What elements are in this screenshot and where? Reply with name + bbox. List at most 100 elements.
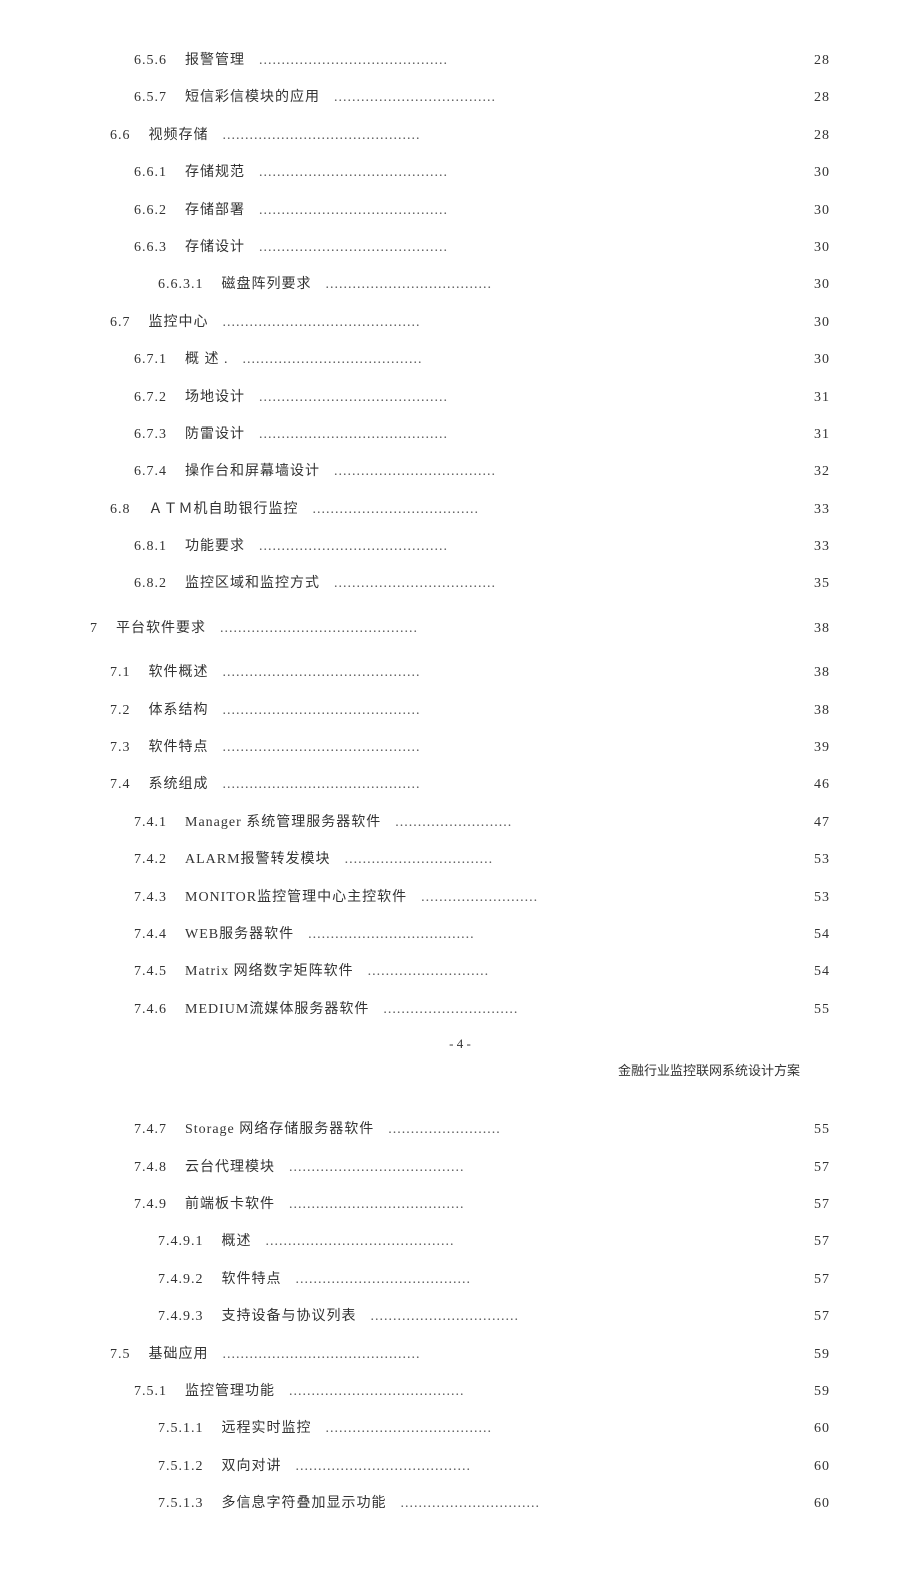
toc-number: 6.6.3.1	[158, 274, 204, 296]
toc-entry: 6.8.1功能要求...............................…	[90, 536, 830, 558]
toc-title: 体系结构	[131, 700, 209, 722]
toc-number: 7.4.7	[134, 1119, 167, 1141]
toc-entry: 7.4.6MEDIUM流媒体服务器软件.....................…	[90, 999, 830, 1021]
toc-title: 视频存储	[131, 125, 209, 147]
toc-number: 6.7.2	[134, 387, 167, 409]
toc-page-number: 31	[800, 424, 830, 446]
toc-leader-dots: ........................................…	[209, 737, 421, 759]
toc-number: 6.8.1	[134, 536, 167, 558]
toc-block: 6.5.6报警管理...............................…	[90, 50, 830, 1021]
toc-title: 操作台和屏幕墙设计	[167, 461, 320, 483]
toc-leader-dots: ........................................…	[245, 162, 448, 184]
toc-entry: 7.4.9前端板卡软件.............................…	[90, 1194, 830, 1216]
toc-number: 7.2	[110, 700, 131, 722]
toc-title: ＡＴＭ机自助银行监控	[131, 499, 299, 521]
toc-entry: 7.4.9.1概述...............................…	[90, 1231, 830, 1253]
toc-page-number: 30	[800, 237, 830, 259]
toc-leader-dots: ..........................	[407, 887, 538, 909]
toc-leader-dots: ....................................	[320, 461, 496, 483]
toc-entry: 7.4系统组成.................................…	[90, 774, 830, 796]
toc-number: 7.4.6	[134, 999, 167, 1021]
toc-title: Matrix 网络数字矩阵软件	[167, 961, 354, 983]
toc-title: 防雷设计	[167, 424, 245, 446]
toc-entry: 6.6视频存储.................................…	[90, 125, 830, 147]
toc-page-number: 38	[800, 700, 830, 722]
toc-leader-dots: ........................................…	[209, 125, 421, 147]
toc-entry: 7.4.1Manager 系统管理服务器软件..................…	[90, 812, 830, 834]
toc-title: 概述	[204, 1231, 252, 1253]
toc-page-number: 54	[800, 961, 830, 983]
toc-leader-dots: ........................................	[229, 349, 423, 371]
toc-title: 远程实时监控	[204, 1418, 312, 1440]
toc-leader-dots: ........................................…	[252, 1231, 455, 1253]
toc-page-number: 32	[800, 461, 830, 483]
toc-entry: 7.5基础应用.................................…	[90, 1344, 830, 1366]
toc-title: 平台软件要求	[98, 618, 206, 640]
toc-page-number: 28	[800, 87, 830, 109]
toc-entry: 7.5.1.1远程实时监控...........................…	[90, 1418, 830, 1440]
toc-number: 6.6.1	[134, 162, 167, 184]
toc-leader-dots: ........................................…	[209, 662, 421, 684]
toc-entry: 6.5.6报警管理...............................…	[90, 50, 830, 72]
toc-page-number: 39	[800, 737, 830, 759]
toc-entry: 7.5.1.2双向对讲.............................…	[90, 1456, 830, 1478]
toc-entry: 6.6.1存储规范...............................…	[90, 162, 830, 184]
toc-title: 监控区域和监控方式	[167, 573, 320, 595]
toc-leader-dots: ...............................	[387, 1493, 541, 1515]
toc-page-number: 30	[800, 162, 830, 184]
toc-number: 7.4.5	[134, 961, 167, 983]
toc-title: 软件特点	[204, 1269, 282, 1291]
toc-title: WEB服务器软件	[167, 924, 294, 946]
toc-page-number: 55	[800, 999, 830, 1021]
toc-page-number: 30	[800, 349, 830, 371]
toc-entry: 6.6.3.1磁盘阵列要求...........................…	[90, 274, 830, 296]
toc-leader-dots: ........................................…	[245, 200, 448, 222]
toc-leader-dots: ........................................…	[245, 536, 448, 558]
toc-leader-dots: .......................................	[282, 1456, 472, 1478]
toc-entry: 7.4.4WEB服务器软件...........................…	[90, 924, 830, 946]
toc-title: Storage 网络存储服务器软件	[167, 1119, 374, 1141]
toc-title: 磁盘阵列要求	[204, 274, 312, 296]
toc-number: 6.7.1	[134, 349, 167, 371]
toc-leader-dots: ........................................…	[209, 312, 421, 334]
toc-leader-dots: ...........................	[354, 961, 490, 983]
toc-title: MONITOR监控管理中心主控软件	[167, 887, 407, 909]
toc-page-number: 60	[800, 1493, 830, 1515]
toc-number: 7.4.2	[134, 849, 167, 871]
toc-block: 7.4.7Storage 网络存储服务器软件..................…	[90, 1119, 830, 1515]
toc-leader-dots: ........................................…	[245, 424, 448, 446]
toc-leader-dots: ........................................…	[209, 700, 421, 722]
toc-title: 云台代理模块	[167, 1157, 275, 1179]
toc-entry: 6.7.4操作台和屏幕墙设计..........................…	[90, 461, 830, 483]
toc-number: 6.6.3	[134, 237, 167, 259]
toc-number: 6.8.2	[134, 573, 167, 595]
toc-number: 7	[90, 618, 98, 640]
toc-title: 软件概述	[131, 662, 209, 684]
toc-leader-dots: .....................................	[312, 274, 493, 296]
toc-number: 7.4.4	[134, 924, 167, 946]
toc-entry: 6.8.2监控区域和监控方式..........................…	[90, 573, 830, 595]
toc-page-number: 38	[800, 662, 830, 684]
toc-leader-dots: ........................................…	[245, 237, 448, 259]
toc-entry: 7.5.1监控管理功能.............................…	[90, 1381, 830, 1403]
toc-title: 软件特点	[131, 737, 209, 759]
toc-leader-dots: .....................................	[294, 924, 475, 946]
toc-entry: 7.4.9.2软件特点.............................…	[90, 1269, 830, 1291]
toc-entry: 6.6.3存储设计...............................…	[90, 237, 830, 259]
toc-page-number: 35	[800, 573, 830, 595]
toc-page-number: 30	[800, 200, 830, 222]
toc-number: 6.6	[110, 125, 131, 147]
toc-leader-dots: ........................................…	[209, 774, 421, 796]
toc-entry: 6.7.3防雷设计...............................…	[90, 424, 830, 446]
toc-page-number: 30	[800, 312, 830, 334]
toc-page-number: 46	[800, 774, 830, 796]
toc-page-number: 55	[800, 1119, 830, 1141]
toc-page-number: 54	[800, 924, 830, 946]
toc-entry: 7.4.8云台代理模块.............................…	[90, 1157, 830, 1179]
toc-title: 存储规范	[167, 162, 245, 184]
toc-title: 前端板卡软件	[167, 1194, 275, 1216]
toc-number: 6.6.2	[134, 200, 167, 222]
toc-page-number: 57	[800, 1306, 830, 1328]
toc-title: 功能要求	[167, 536, 245, 558]
toc-page-number: 31	[800, 387, 830, 409]
